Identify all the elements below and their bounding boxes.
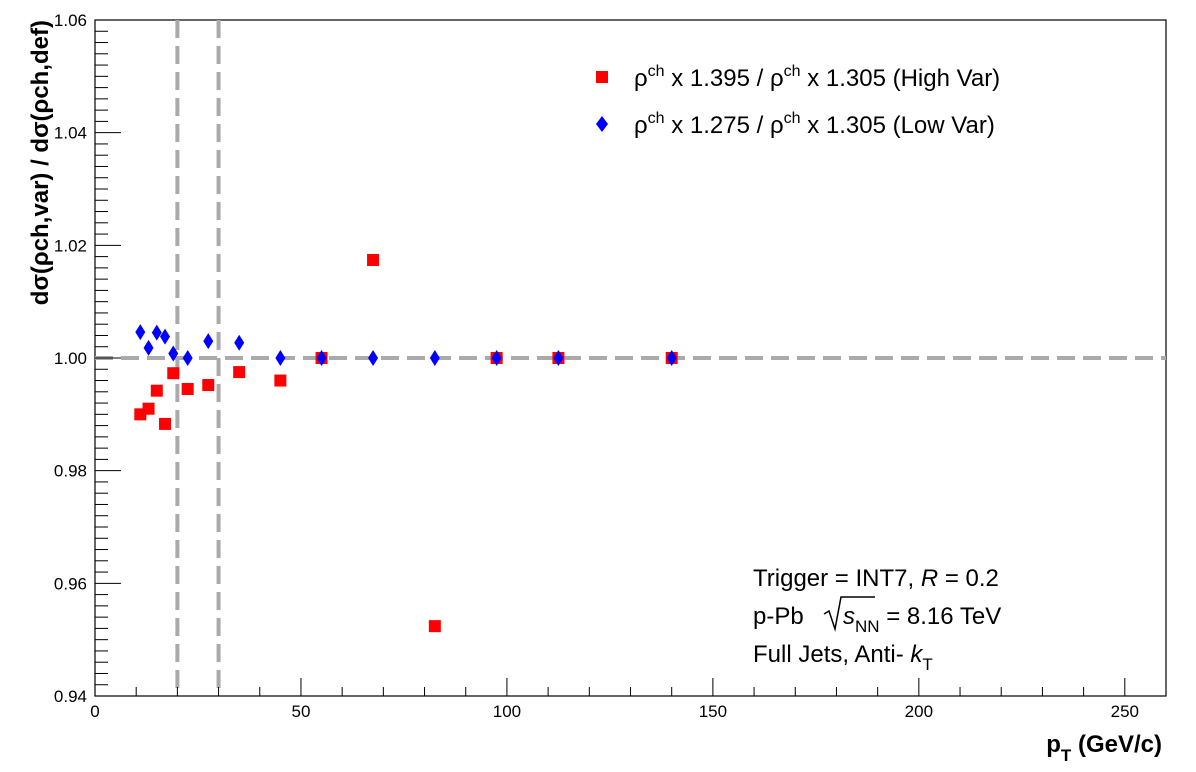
x-axis-title-main: p bbox=[1046, 731, 1061, 758]
annotation: Trigger = INT7, R = 0.2 p-Pb sNN = 8.16 … bbox=[753, 565, 1001, 674]
data-point-low-var bbox=[666, 350, 677, 366]
data-point-low-var bbox=[160, 328, 171, 345]
annotation-energy: sNN = 8.16 TeV bbox=[843, 603, 1001, 636]
data-point-low-var bbox=[368, 350, 379, 366]
legend: ρch x 1.395 / ρch x 1.305 (High Var) ρch… bbox=[596, 63, 1000, 139]
y-tick-label: 1.06 bbox=[54, 11, 87, 30]
annotation-trigger: Trigger = INT7, R = 0.2 bbox=[753, 565, 999, 592]
data-point-high-var bbox=[181, 382, 194, 395]
x-axis-title-sub: T bbox=[1061, 746, 1072, 765]
data-point-low-var bbox=[143, 339, 154, 356]
x-tick-label: 100 bbox=[493, 702, 521, 721]
data-point-high-var bbox=[159, 417, 172, 430]
data-point-low-var bbox=[429, 350, 440, 366]
data-point-low-var bbox=[553, 350, 564, 366]
data-point-low-var bbox=[316, 350, 327, 366]
annotation-system: p-Pb bbox=[753, 603, 804, 630]
data-point-high-var bbox=[142, 402, 155, 415]
x-tick-label: 200 bbox=[905, 702, 933, 721]
x-tick-label: 250 bbox=[1111, 702, 1139, 721]
x-axis-title: pT (GeV/c) bbox=[1046, 731, 1162, 765]
data-point-low-var bbox=[275, 350, 286, 366]
data-point-low-var bbox=[168, 345, 179, 362]
data-point-low-var bbox=[151, 324, 162, 341]
legend-marker-high-var bbox=[596, 71, 608, 83]
data-point-low-var bbox=[135, 324, 146, 341]
x-axis-title-rest: (GeV/c) bbox=[1071, 731, 1162, 758]
data-point-high-var bbox=[367, 253, 380, 266]
y-axis-title: dσ(ρch,var) / dσ(ρch,def) bbox=[27, 20, 54, 305]
data-point-high-var bbox=[428, 620, 441, 633]
reference-lines bbox=[95, 20, 1166, 696]
y-axis-title-text: dσ(ρch,var) / dσ(ρch,def) bbox=[27, 20, 54, 305]
annotation-jets: Full Jets, Anti- kT bbox=[753, 641, 933, 674]
y-tick-label: 0.94 bbox=[54, 687, 87, 706]
legend-label-low-var: ρch x 1.275 / ρch x 1.305 (Low Var) bbox=[634, 110, 995, 139]
y-tick-label: 0.96 bbox=[54, 574, 87, 593]
data-markers bbox=[134, 253, 678, 633]
legend-label-high-var: ρch x 1.395 / ρch x 1.305 (High Var) bbox=[634, 63, 1000, 92]
data-point-high-var bbox=[150, 384, 163, 397]
axis-ticks bbox=[94, 19, 1167, 697]
data-point-low-var bbox=[203, 333, 214, 350]
data-point-low-var bbox=[234, 334, 245, 351]
data-point-high-var bbox=[233, 366, 246, 379]
x-tick-label: 50 bbox=[292, 702, 311, 721]
y-tick-label: 0.98 bbox=[54, 462, 87, 481]
legend-marker-low-var bbox=[596, 116, 608, 132]
data-point-low-var bbox=[182, 350, 193, 366]
data-point-high-var bbox=[274, 374, 287, 387]
tick-labels: 0 50 100 150 200 250 0.94 0.96 0.98 1.00 1.02 1.04 1… bbox=[54, 11, 1139, 721]
y-tick-label: 1.04 bbox=[54, 124, 87, 143]
data-point-high-var bbox=[202, 379, 215, 392]
x-tick-label: 0 bbox=[90, 702, 99, 721]
data-point-low-var bbox=[491, 350, 502, 366]
y-tick-label: 1.02 bbox=[54, 236, 87, 255]
x-tick-label: 150 bbox=[699, 702, 727, 721]
data-point-high-var bbox=[167, 367, 180, 380]
y-tick-label: 1.00 bbox=[54, 349, 87, 368]
sqrt-sign bbox=[823, 596, 875, 632]
